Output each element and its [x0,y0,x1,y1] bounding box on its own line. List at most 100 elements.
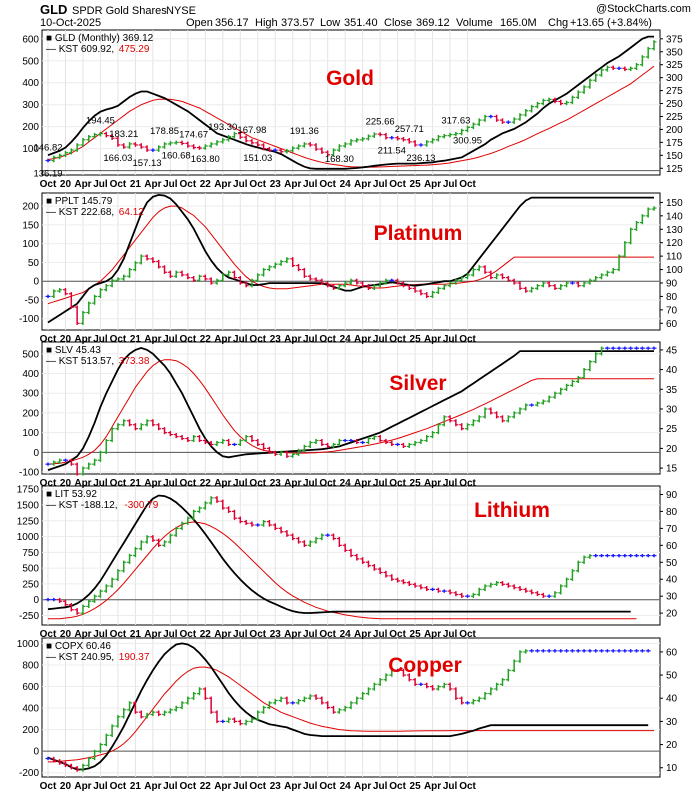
legend-signal: 475.29 [119,44,150,55]
right-tick-label: 70 [666,305,678,316]
x-tick-label: 25 [410,478,422,489]
change-label: Chg [548,17,568,29]
right-tick-label: 10 [666,763,678,774]
right-tick-label: 375 [666,34,683,45]
x-tick-label: 23 [270,179,282,190]
x-tick-label: 25 [410,629,422,640]
x-tick-label: Apr [354,179,371,190]
panel-title: Platinum [374,222,463,245]
price-annotation: 166.03 [103,153,132,164]
x-tick-label: Oct [40,179,57,190]
left-tick-label: 0 [33,747,39,758]
right-tick-label: 45 [666,345,678,356]
close-label: Close [384,17,412,29]
x-tick-label: Oct [40,629,57,640]
x-tick-label: 23 [270,781,282,792]
kst-line [47,346,654,471]
right-tick-label: 150 [666,198,683,209]
signal-line [48,521,637,620]
x-tick-label: Oct [180,334,197,345]
price-annotation: 257.71 [395,124,424,135]
x-tick-label: Apr [284,179,301,190]
x-tick-label: Apr [74,334,91,345]
price-annotation: 193.30 [208,122,237,133]
left-tick-label: 300 [22,100,39,111]
x-tick-label: Jul [233,478,248,489]
x-tick-label: Apr [424,629,441,640]
open-label: Open [186,17,213,29]
x-tick-label: Oct [389,179,406,190]
x-tick-label: 24 [340,478,352,489]
x-tick-label: Apr [354,478,371,489]
x-tick-label: Oct [389,781,406,792]
x-tick-label: Oct [459,629,476,640]
x-tick-label: Oct [110,334,127,345]
right-tick-label: 175 [666,138,683,149]
left-tick-label: 100 [22,144,39,155]
x-tick-label: Oct [180,478,197,489]
x-tick-label: Apr [424,781,441,792]
low-label: Low [320,17,340,29]
x-tick-label: Apr [424,334,441,345]
x-tick-label: Oct [389,478,406,489]
panel-copper: -200 0 200 400 600 800 1000 10 20 30 40 50 60 ■ COPX … [17,637,678,779]
right-tick-label: 20 [666,444,678,455]
x-tick-label: Apr [74,179,91,190]
x-tick-label: Oct [389,629,406,640]
x-tick-label: Oct [319,629,336,640]
legend-main: ■ GLD (Monthly) 369.12 [46,33,154,44]
x-tick-label: Oct [40,334,57,345]
right-tick-label: 80 [666,292,678,303]
quote-line: Open 356.17 High 373.57 Low 351.40 Close… [186,17,652,29]
right-tick-label: 300 [666,73,683,84]
x-tick-label: 23 [270,334,282,345]
price-annotation: 317.63 [441,116,470,127]
left-tick-label: 500 [22,564,39,575]
x-tick-label: Jul [303,629,318,640]
x-tick-label: Oct [389,334,406,345]
kst-line [47,494,631,614]
right-tick-label: 275 [666,86,683,97]
x-tick-label: 22 [200,629,212,640]
legend-signal: -300.79 [124,500,158,511]
volume-label: Volume [456,17,493,29]
x-tick-label: 25 [410,781,422,792]
panel-silver: -100 0 100 200 300 400 500 15 20 25 30 35 40 45 ■ SLV … [19,341,678,479]
right-tick-label: 60 [666,541,678,552]
left-tick-label: 1000 [17,532,40,543]
x-tick-label: Jul [93,334,108,345]
x-tick-label: Apr [424,179,441,190]
panel-frame [41,192,661,331]
x-tick-label: 23 [270,629,282,640]
x-tick-label: Apr [74,478,91,489]
x-tick-label: Apr [214,781,231,792]
price-annotation: 191.36 [290,126,319,137]
right-tick-label: 20 [666,609,678,620]
right-tick-label: 90 [666,278,678,289]
x-tick-label: Jul [303,478,318,489]
x-tick-label: Apr [354,781,371,792]
left-tick-label: 100 [22,239,39,250]
kst-line [47,642,649,771]
x-tick-label: Jul [233,334,248,345]
x-tick-label: Jul [373,334,388,345]
x-tick-label: Oct [40,781,57,792]
right-tick-label: 325 [666,60,683,71]
right-tick-label: 150 [666,151,683,162]
left-tick-label: 0 [33,277,39,288]
x-tick-label: Jul [163,334,178,345]
x-tick-label: Oct [249,781,266,792]
panel-gold: 100 200 300 400 500 600 125 150 175 200 225 250 275 3… [22,29,683,180]
panel-lithium: -250 0 250 500 750 1000 1250 1500 1750 20 30 40 50 60… [17,485,678,626]
x-tick-label: 22 [200,334,212,345]
x-tick-label: 23 [270,478,282,489]
x-tick-label: Oct [319,179,336,190]
x-tick-label: 20 [60,629,72,640]
x-tick-label: Oct [249,179,266,190]
x-tick-label: Oct [319,334,336,345]
signal-line [47,205,654,305]
left-tick-label: 0 [33,448,39,459]
x-tick-label: Jul [373,781,388,792]
x-tick-label: 21 [130,629,142,640]
legend-main: ■ COPX 60.46 [46,641,111,652]
